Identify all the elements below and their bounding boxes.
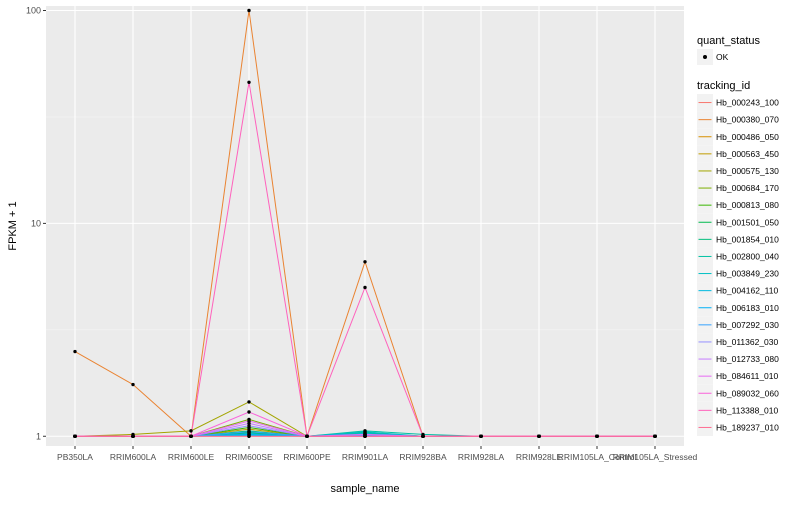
data-point-Hb_189237_010-RRIM105LA_Control [595, 434, 599, 438]
data-point-Hb_012733_080-RRIM600SE [247, 421, 251, 426]
data-point-Hb_189237_010-PB350LA [73, 434, 77, 438]
data-point-Hb_189237_010-RRIM105LA_Stressed [653, 434, 657, 438]
legend-label-Hb_000243_100: Hb_000243_100 [716, 98, 779, 108]
grid-major [46, 6, 684, 446]
y-tick-label: 10 [31, 218, 41, 228]
y-axis: 1 10 100 [26, 6, 46, 441]
data-point-Hb_189237_010-RRIM928LA [479, 434, 483, 438]
data-point-Hb_000380_070-RRIM600LA [131, 382, 135, 387]
legend-label-Hb_006183_010: Hb_006183_010 [716, 303, 779, 313]
x-tick-label: RRIM928LE [516, 452, 563, 462]
data-point-Hb_011362_030-RRIM600SE [247, 424, 251, 428]
data-point-Hb_084611_010-RRIM600SE [247, 419, 251, 423]
legend-label-Hb_000486_050: Hb_000486_050 [716, 132, 779, 142]
data-point-Hb_189237_010-RRIM901LA [363, 434, 367, 438]
data-point-Hb_189237_010-RRIM600PE [305, 434, 309, 438]
legend-label-Hb_189237_010: Hb_189237_010 [716, 422, 779, 432]
legend-label-Hb_084611_010: Hb_084611_010 [716, 371, 779, 381]
legend-label-Hb_000575_130: Hb_000575_130 [716, 166, 779, 176]
data-point-Hb_000575_130-RRIM600LE [189, 429, 193, 433]
data-point-Hb_000380_070-RRIM901LA [363, 260, 367, 264]
legend-tracking-id: tracking_id Hb_000243_100Hb_000380_070Hb… [697, 80, 779, 436]
data-point-Hb_000575_130-RRIM600SE [247, 400, 251, 404]
data-point-Hb_089032_060-RRIM600SE [247, 410, 251, 414]
legend-label-Hb_089032_060: Hb_089032_060 [716, 388, 779, 398]
legend-quant-status: quant_status OK [697, 35, 760, 65]
y-axis-title: FPKM + 1 [7, 201, 19, 250]
legend-tracking-id-title: tracking_id [697, 80, 750, 92]
x-tick-label: RRIM105LA_Stressed [613, 452, 698, 462]
data-point-Hb_000380_070-PB350LA [73, 349, 77, 354]
legend-label-Hb_000813_080: Hb_000813_080 [716, 200, 779, 210]
x-tick-label: RRIM600LA [110, 452, 157, 462]
x-tick-label: RRIM901LA [342, 452, 389, 462]
legend-label-Hb_000563_450: Hb_000563_450 [716, 149, 779, 159]
legend-quant-status-title: quant_status [697, 35, 760, 47]
legend-label-Hb_001501_050: Hb_001501_050 [716, 217, 779, 227]
legend-label-Hb_000380_070: Hb_000380_070 [716, 115, 779, 125]
data-point-Hb_189237_010-RRIM928BA [421, 434, 425, 438]
legend-label-Hb_113388_010: Hb_113388_010 [716, 405, 779, 415]
data-point-Hb_189237_010-RRIM600LE [189, 434, 193, 438]
legend-label-Hb_004162_110: Hb_004162_110 [716, 286, 779, 296]
data-point-Hb_000380_070-RRIM600SE [247, 8, 251, 13]
legend-quant-point [703, 55, 707, 59]
legend-tracking-items: Hb_000243_100 Hb_000380_070 Hb_000486_050 H… [697, 94, 779, 436]
legend-label-Hb_000684_170: Hb_000684_170 [716, 183, 779, 193]
x-tick-label: RRIM600PE [283, 452, 331, 462]
data-point-Hb_189237_010-RRIM600SE [247, 434, 251, 438]
y-tick-label: 100 [26, 6, 41, 16]
legend-label-Hb_007292_030: Hb_007292_030 [716, 320, 779, 330]
data-point-Hb_007292_030-RRIM600SE [247, 430, 251, 434]
x-axis: PB350LA RRIM600LA RRIM600LE RRIM600SE RRIM60… [57, 446, 698, 462]
x-tick-label: RRIM600LE [168, 452, 215, 462]
x-tick-label: RRIM600SE [225, 452, 273, 462]
x-tick-label: RRIM928LA [458, 452, 505, 462]
legend-label-Hb_003849_230: Hb_003849_230 [716, 269, 779, 279]
x-tick-label: RRIM928BA [399, 452, 447, 462]
x-tick-label: PB350LA [57, 452, 93, 462]
data-point-Hb_189237_010-RRIM928LE [537, 434, 541, 438]
y-tick-label: 1 [36, 431, 41, 441]
legend-quant-label: OK [716, 52, 729, 62]
legend-label-Hb_011362_030: Hb_011362_030 [716, 337, 779, 347]
data-point-Hb_113388_010-RRIM600SE [247, 80, 251, 85]
series-points [73, 8, 657, 438]
legend-label-Hb_012733_080: Hb_012733_080 [716, 354, 779, 364]
x-tick-label: RRIM105LA_Control [558, 452, 637, 462]
legend-label-Hb_001854_010: Hb_001854_010 [716, 234, 779, 244]
x-axis-title: sample_name [330, 483, 399, 495]
data-point-Hb_113388_010-RRIM901LA [363, 285, 367, 290]
legend-label-Hb_002800_040: Hb_002800_040 [716, 251, 779, 261]
data-point-Hb_189237_010-RRIM600LA [131, 434, 135, 438]
